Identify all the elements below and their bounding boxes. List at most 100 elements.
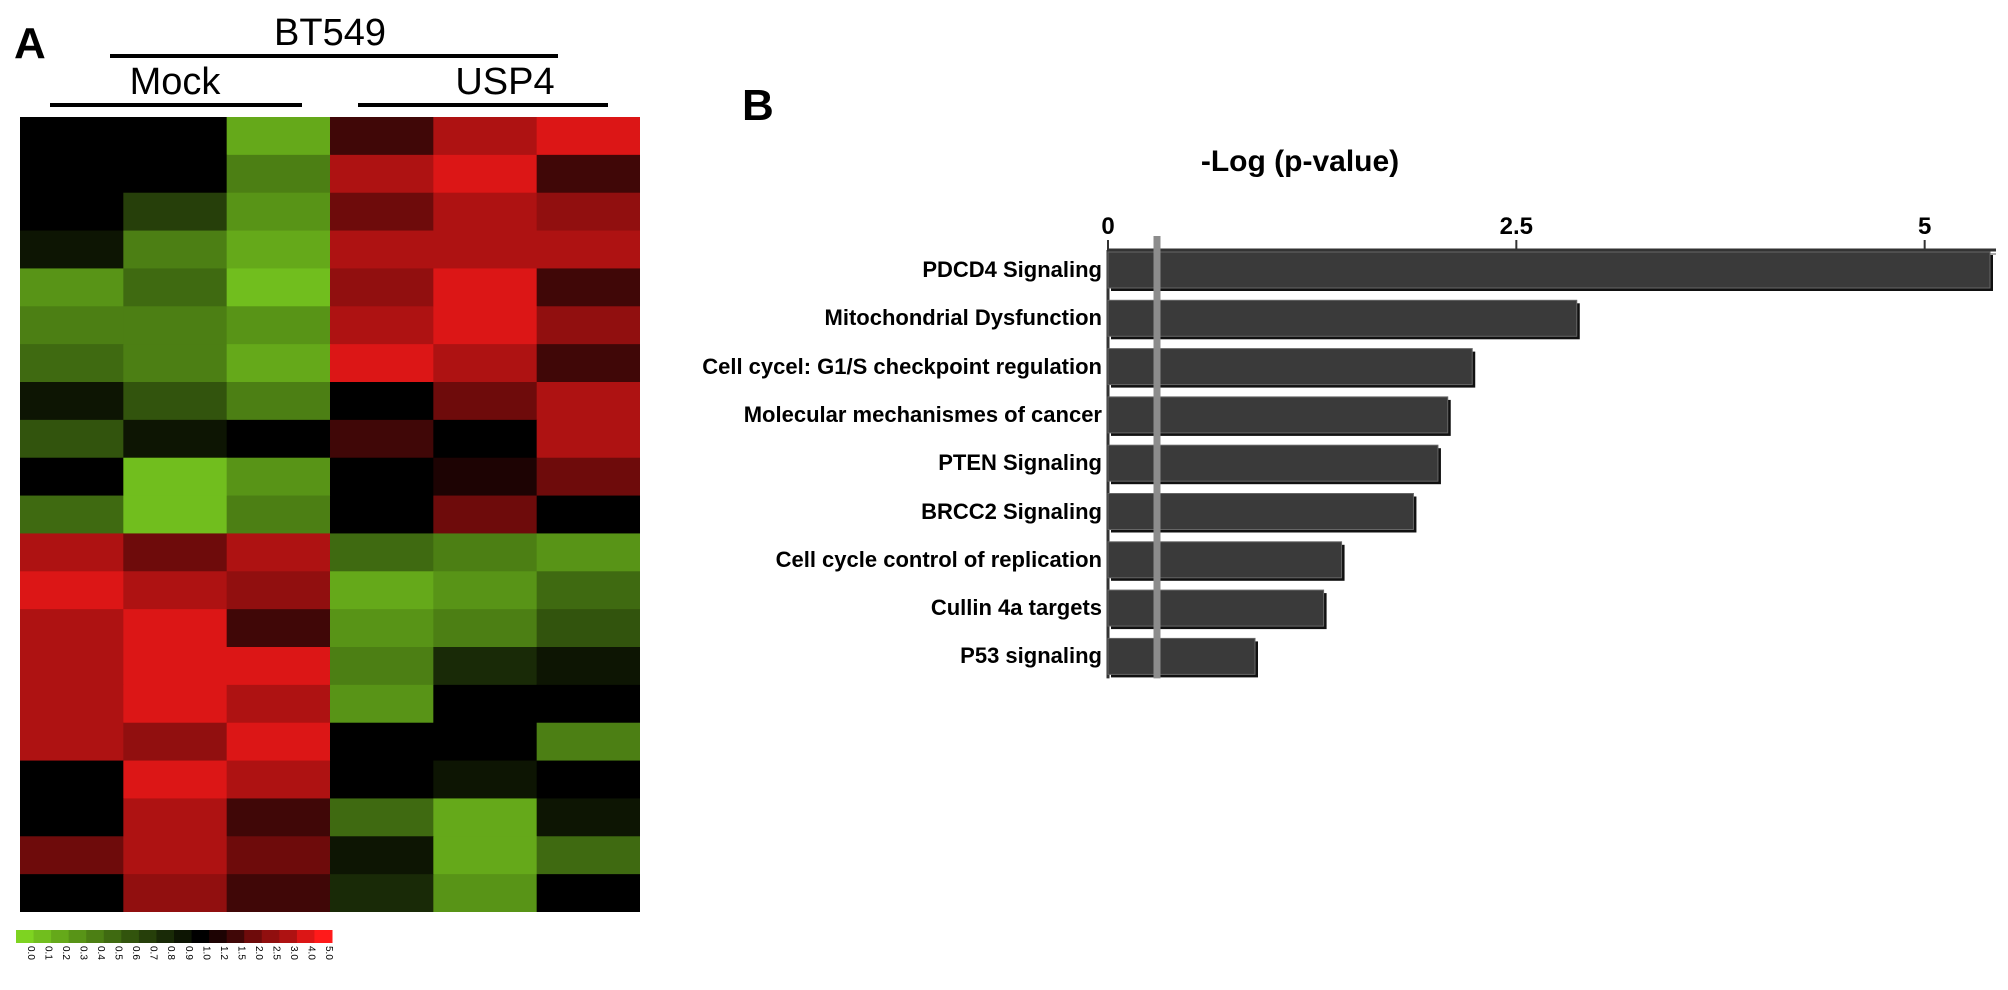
heatmap-cell [123, 836, 228, 875]
color-scale-swatch [244, 930, 263, 943]
heatmap-cell [433, 836, 538, 875]
color-scale-swatch [209, 930, 228, 943]
bar-chart: 0 2.5 5 [1101, 213, 1996, 679]
heatmap-cell [330, 268, 434, 307]
heatmap-cell [433, 571, 538, 610]
heatmap [20, 117, 640, 912]
bar [1107, 637, 1256, 675]
heatmap-cell [330, 609, 434, 648]
heatmap-cell [330, 571, 434, 610]
heatmap-cell [20, 571, 124, 610]
heatmap-cell [226, 874, 331, 912]
heatmap-cell [330, 419, 434, 459]
chart-title: -Log (p-value) [1200, 145, 1400, 178]
color-scale-tick-label: 1.2 [218, 946, 229, 960]
heatmap-cell [20, 419, 124, 459]
color-scale-swatch [121, 930, 140, 943]
bar [1107, 589, 1325, 627]
color-scale-tick-label: 0.6 [130, 946, 141, 960]
color-scale-tick-label: 2.5 [271, 946, 282, 960]
color-scale-tick-label: 1.0 [200, 946, 211, 960]
heatmap-cell [20, 609, 124, 648]
heatmap-cell [433, 533, 538, 572]
x-tick-label: 2.5 [1500, 213, 1533, 240]
color-scale-swatch [296, 930, 315, 943]
heatmap-cell [123, 306, 228, 345]
color-scale-swatch [279, 930, 298, 943]
heatmap-cell [20, 684, 124, 724]
heatmap-cell [20, 495, 124, 535]
heatmap-cell [536, 836, 640, 875]
heatmap-cell [226, 117, 331, 156]
heatmap-cell [536, 609, 640, 648]
heatmap-cell [226, 647, 331, 686]
heatmap-cell [20, 268, 124, 307]
color-scale-tick-label: 0.2 [60, 946, 71, 960]
heatmap-cell [536, 306, 640, 345]
color-scale-tick-label: 0.4 [95, 946, 106, 960]
heatmap-cell [433, 268, 538, 307]
color-scale-swatch [314, 930, 333, 943]
heatmap-cell [226, 798, 331, 837]
category-label: Cell cycle control of replication [775, 546, 1102, 572]
heatmap-cell [330, 192, 434, 232]
heatmap-cell [123, 609, 228, 648]
category-label: Molecular mechanismes of cancer [743, 401, 1102, 427]
heatmap-cell [226, 533, 331, 572]
category-labels: PDCD4 Signaling Mitochondrial Dysfunction… [600, 0, 1102, 990]
heatmap-cell [123, 268, 228, 307]
heatmap-cell [20, 457, 124, 497]
category-label: PDCD4 Signaling [922, 257, 1102, 282]
heatmap-cell [330, 647, 434, 686]
heatmap-cell [433, 230, 538, 270]
heatmap-cell [536, 760, 640, 800]
bar [1107, 541, 1343, 579]
heatmap-cell [123, 647, 228, 686]
heatmap-cell [433, 760, 538, 800]
color-scale-swatch [68, 930, 87, 943]
heatmap-cell [20, 798, 124, 837]
heatmap-cell [20, 154, 124, 194]
heatmap-cell [20, 722, 124, 762]
heatmap-cell [330, 154, 434, 194]
heatmap-cell [536, 647, 640, 686]
color-scale-swatch [261, 930, 280, 943]
heatmap-cell [123, 457, 228, 497]
x-tick-label: 5 [1918, 213, 1931, 240]
color-scale-swatch [174, 930, 193, 943]
heatmap-cell [20, 192, 124, 232]
heatmap-cell [123, 495, 228, 535]
color-scale-tick-label: 5.0 [323, 946, 334, 960]
color-scale-swatch [191, 930, 210, 943]
category-label: PTEN Signaling [938, 450, 1102, 476]
heatmap-cell [536, 419, 640, 459]
color-scale-swatch [33, 930, 52, 943]
heatmap-cell [330, 836, 434, 875]
heatmap-cell [226, 382, 331, 421]
heatmap-cell [536, 192, 640, 232]
bar [1107, 299, 1578, 337]
heatmap-cell [330, 306, 434, 345]
color-scale-tick-label: 0.5 [113, 946, 124, 960]
heatmap-cell [536, 533, 640, 572]
heatmap-cell [330, 684, 434, 724]
heatmap-cell [330, 344, 434, 383]
heatmap-cell [226, 154, 331, 194]
category-label: Cullin 4a targets [930, 595, 1102, 621]
heatmap-cell [226, 609, 331, 648]
color-scale-swatch [138, 930, 157, 943]
color-scale-tick-label: 0.1 [42, 946, 53, 960]
heatmap-cell [123, 533, 228, 572]
heatmap-cell [226, 268, 331, 307]
heatmap-cell [433, 382, 538, 421]
heatmap-cell [330, 798, 434, 837]
heatmap-cell [536, 684, 640, 724]
color-scale-swatch [16, 930, 35, 943]
heatmap-cell [433, 344, 538, 383]
bar [1107, 251, 1991, 289]
color-scale-tick-label: 1.5 [235, 946, 246, 960]
heatmap-cell [226, 760, 331, 800]
heatmap-cell [433, 609, 538, 648]
heatmap-cell [330, 874, 434, 912]
color-scale-tick-label: 2.0 [253, 946, 264, 960]
